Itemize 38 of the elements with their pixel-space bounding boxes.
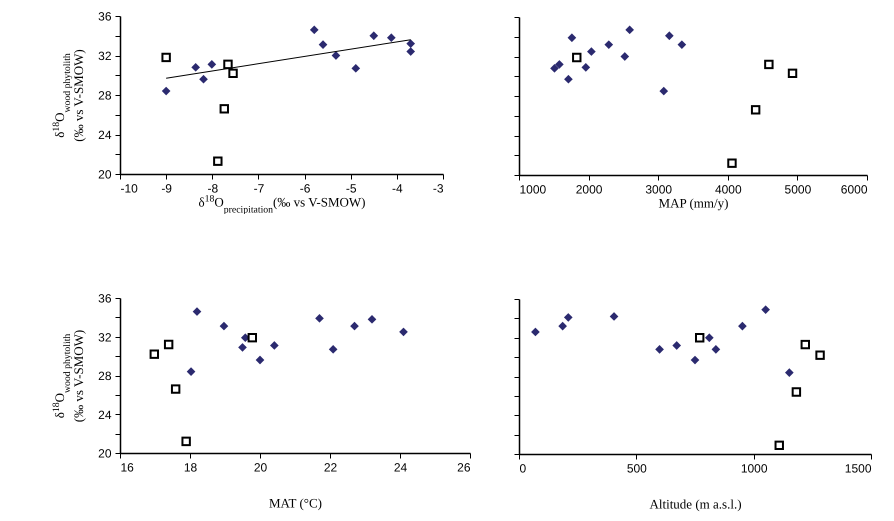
x-tick-label: -5 — [346, 182, 357, 196]
x-tick-label: 18 — [184, 460, 198, 474]
x-axis-title: δ$^{18}$O$_{precipitation}$(‰ vs V-SMOW) — [198, 193, 366, 215]
y-tick-label: 28 — [98, 369, 112, 383]
x-tick-label: 1500 — [844, 462, 872, 476]
x-tick-label: -8 — [207, 182, 218, 196]
x-tick-label: 16 — [120, 460, 134, 474]
y-tick-label: 24 — [98, 128, 112, 142]
y-tick-label: 32 — [98, 330, 112, 344]
x-tick-label: 1000 — [740, 462, 768, 476]
x-tick-label: 5000 — [784, 182, 812, 196]
x-tick-label: 4000 — [714, 182, 742, 196]
x-tick-label: 1000 — [520, 182, 547, 196]
y-tick-label: 36 — [98, 292, 112, 306]
x-tick-label: -7 — [254, 182, 265, 196]
x-tick-label: 0 — [520, 462, 526, 476]
y-tick-label: 32 — [98, 49, 112, 63]
x-tick-label: 2000 — [576, 182, 603, 196]
x-tick-label: -9 — [161, 182, 172, 196]
y-tick-label: 24 — [98, 408, 112, 422]
x-tick-label: 24 — [394, 460, 408, 474]
x-tick-label: 22 — [324, 460, 338, 474]
x-axis-title: MAT (°C) — [269, 496, 322, 510]
x-tick-label: 3000 — [645, 182, 672, 196]
x-axis-title: Altitude (m a.s.l.) — [649, 496, 742, 512]
x-axis-title: MAP (mm/y) — [658, 196, 728, 210]
x-tick-label: 500 — [626, 462, 648, 476]
x-tick-label: -10 — [120, 182, 138, 196]
x-tick-label: -6 — [300, 182, 311, 196]
x-tick-label: 6000 — [840, 182, 868, 196]
x-tick-label: -4 — [392, 182, 404, 196]
y-tick-label: 20 — [98, 446, 112, 460]
x-tick-label: 26 — [457, 460, 471, 474]
x-tick-label: 20 — [254, 460, 268, 474]
y-tick-label: 36 — [98, 10, 112, 24]
y-tick-label: 20 — [98, 168, 112, 182]
y-tick-label: 28 — [98, 88, 112, 102]
x-tick-label: -3 — [432, 182, 444, 196]
